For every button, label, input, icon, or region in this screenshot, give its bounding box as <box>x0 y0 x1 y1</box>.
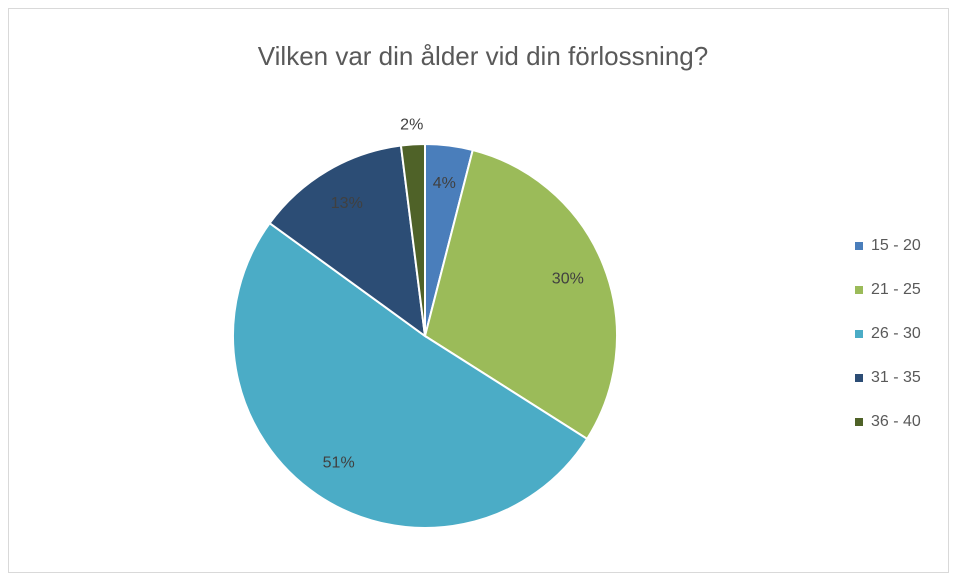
data-label: 13% <box>331 195 363 212</box>
legend-marker <box>855 286 863 294</box>
data-label: 4% <box>433 175 456 192</box>
pie-slice <box>268 144 427 339</box>
legend-label: 15 - 20 <box>871 237 921 254</box>
chart-title: Vilken var din ålder vid din förlossning… <box>258 41 708 71</box>
pie-slice <box>232 221 589 529</box>
legend-marker <box>855 374 863 382</box>
legend-marker <box>855 418 863 426</box>
pie-slice <box>423 148 618 441</box>
legend-label: 21 - 25 <box>871 281 921 298</box>
legend-label: 36 - 40 <box>871 413 921 430</box>
pie-slice <box>399 142 426 337</box>
legend-marker <box>855 242 863 250</box>
data-label: 30% <box>552 271 584 288</box>
legend-label: 26 - 30 <box>871 325 921 342</box>
data-label: 2% <box>400 116 423 133</box>
legend-marker <box>855 330 863 338</box>
legend-label: 31 - 35 <box>871 369 921 386</box>
data-label: 51% <box>323 454 355 471</box>
